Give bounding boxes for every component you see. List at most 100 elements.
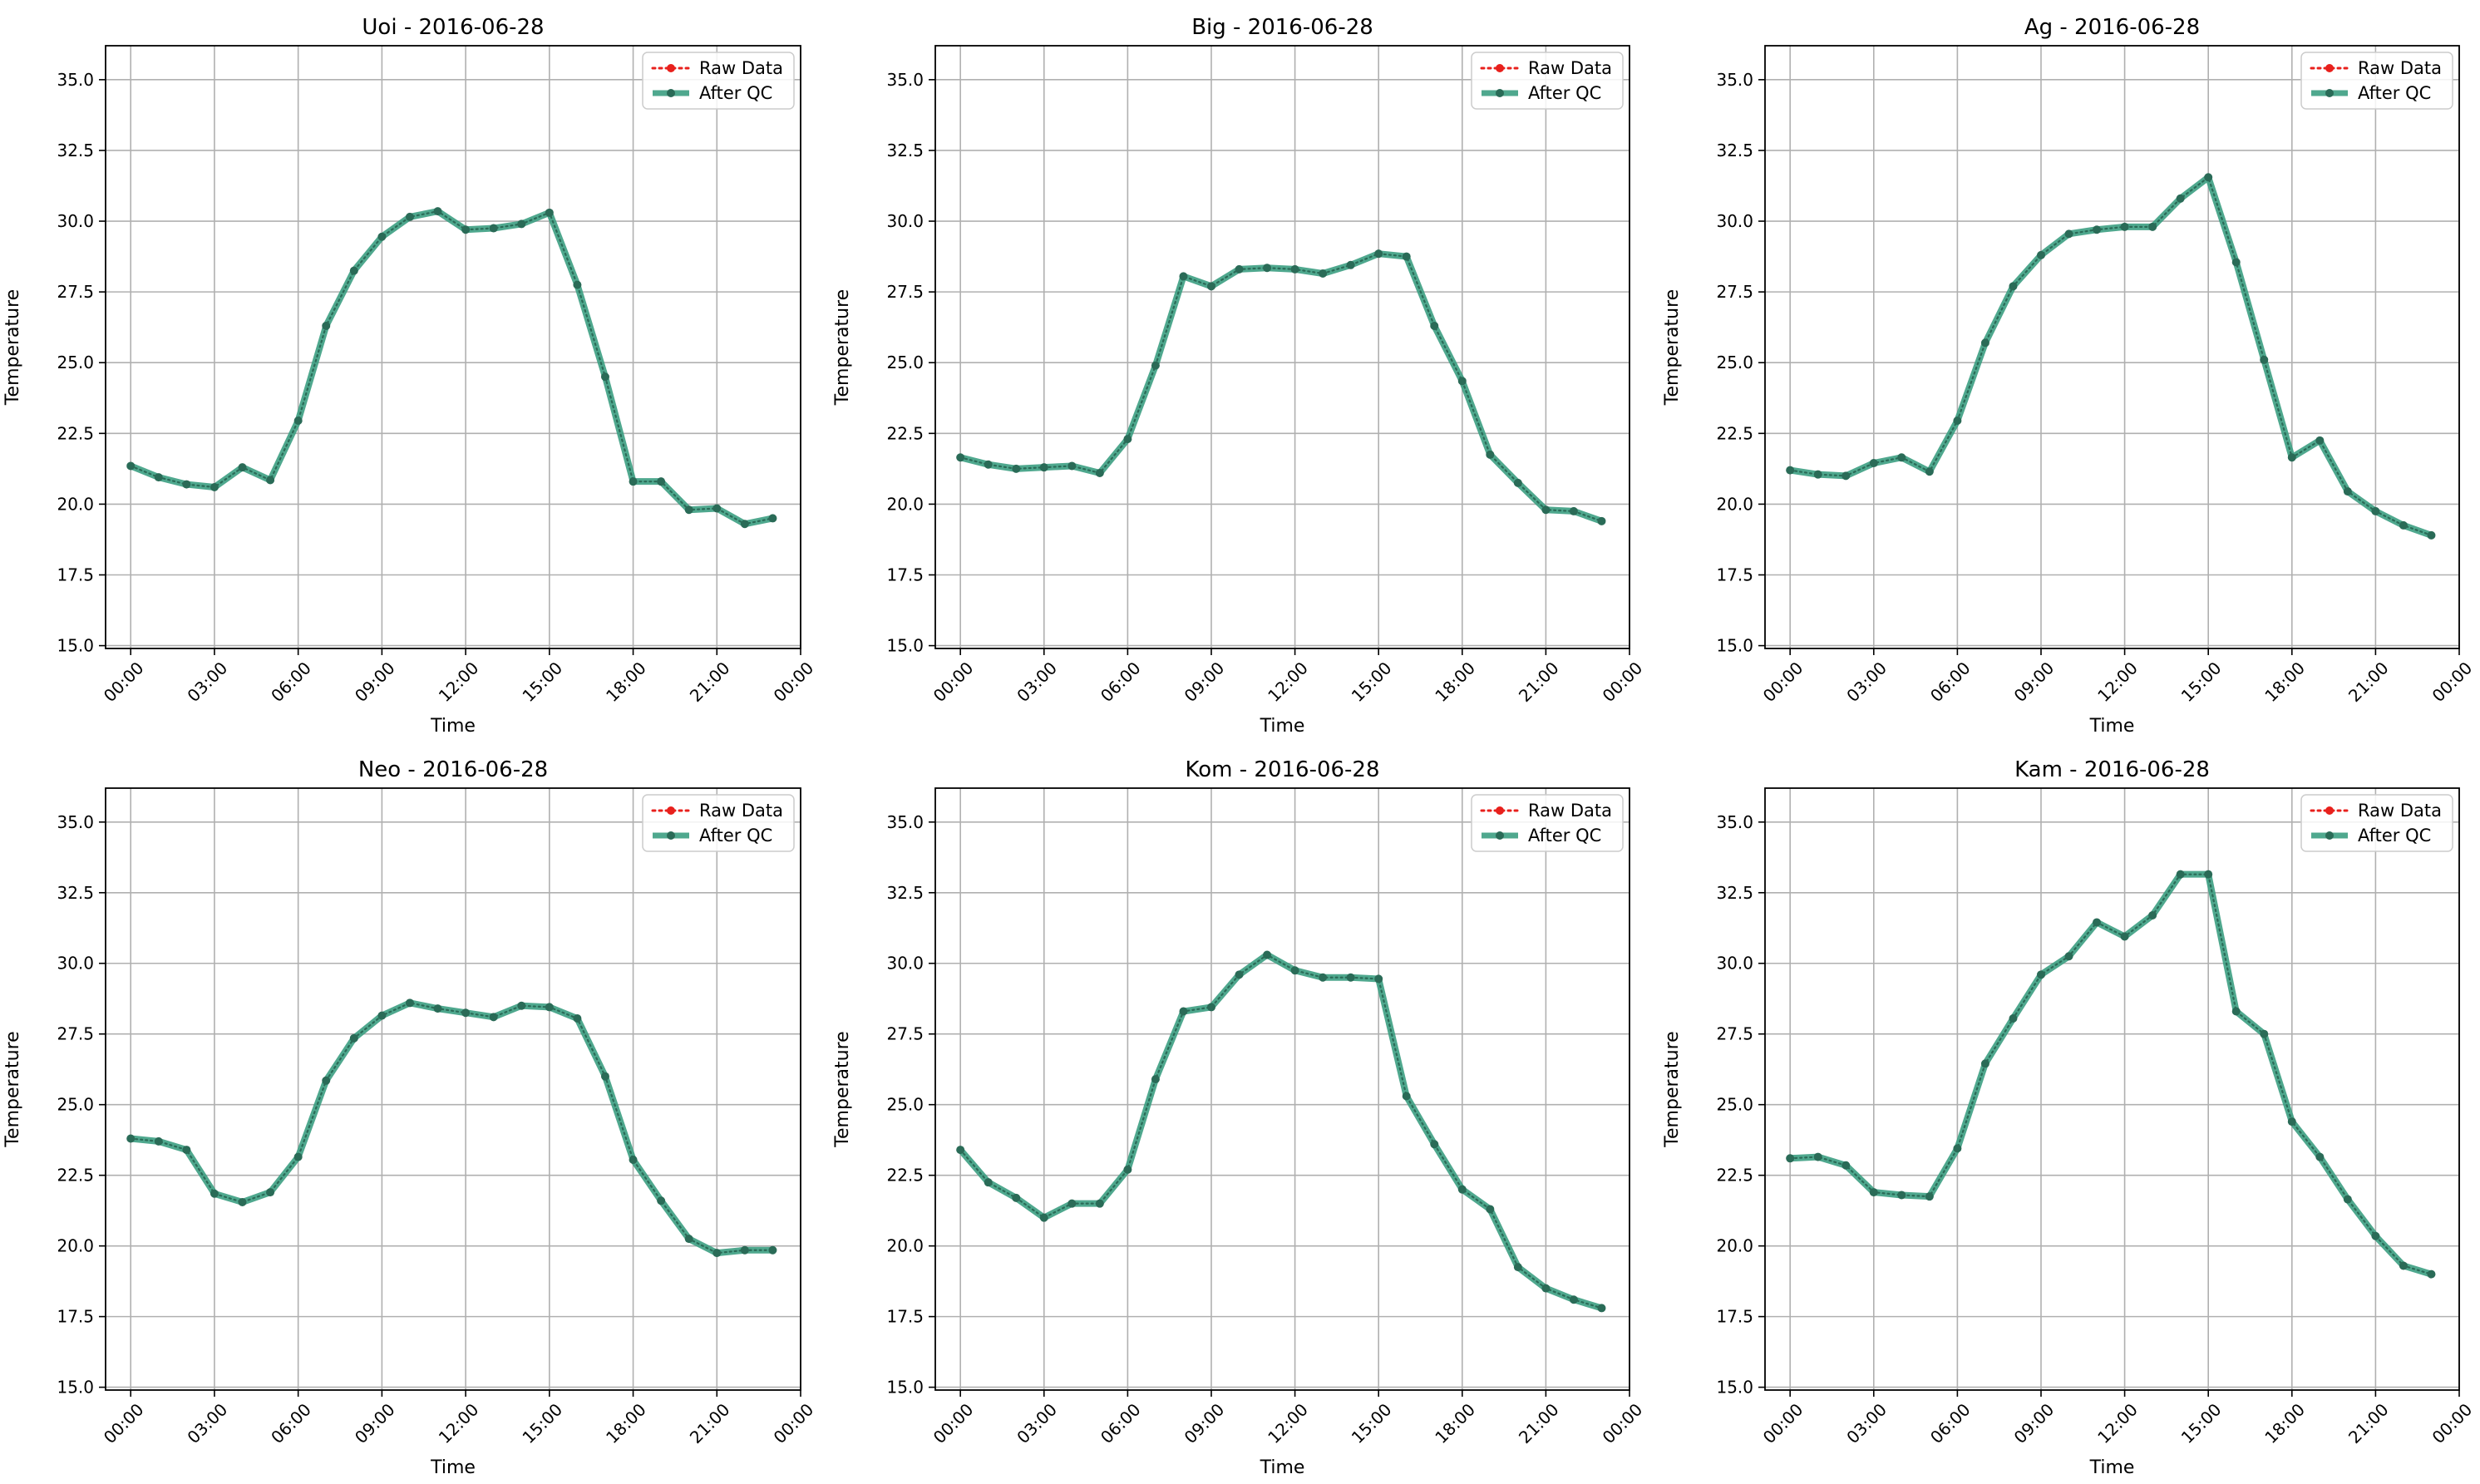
data-point-after-qc [182,1146,191,1155]
data-point-after-qc [1430,321,1439,330]
data-point-after-qc [2427,530,2436,540]
x-tick-label: 15:00 [518,1399,566,1447]
data-point-after-qc [2287,453,2296,462]
data-point-after-qc [2093,225,2102,234]
x-tick-label: 15:00 [1348,1399,1396,1447]
data-point-after-qc [1235,264,1244,274]
data-point-after-qc [293,1152,303,1161]
series-line-raw-data [130,210,774,525]
x-tick-label: 21:00 [2344,1399,2393,1447]
subplot-4: 00:00 03:00 06:00 09:00 12:00 15:00 18:00 21:00… [2,757,817,1478]
y-tick-label: 17.5 [1716,565,1753,585]
legend-label-after-qc: After QC [699,826,772,846]
data-point-after-qc [1067,1199,1077,1208]
x-tick-label: 00:00 [1599,1399,1647,1447]
y-tick-label: 30.0 [1716,954,1753,974]
data-point-after-qc [712,504,722,513]
data-point-after-qc [1869,1188,1878,1197]
data-point-after-qc [1842,471,1851,481]
axes-frame [1764,45,2460,649]
legend-marker-raw-data [2325,806,2334,815]
data-point-after-qc [2260,355,2269,364]
data-point-after-qc [2176,870,2185,879]
data-point-after-qc [2315,1152,2325,1161]
data-point-after-qc [1039,463,1048,472]
legend-label-after-qc: After QC [699,83,772,103]
data-point-after-qc [1012,464,1021,473]
x-tick-label: 21:00 [686,1399,734,1447]
x-tick-label: 12:00 [1264,1399,1312,1447]
data-point-after-qc [182,480,191,489]
data-point-after-qc [768,1245,777,1255]
legend-marker-raw-data [667,64,675,72]
data-point-after-qc [2204,870,2213,879]
data-point-after-qc [1813,470,1822,479]
y-tick-label: 17.5 [886,1307,924,1327]
x-tick-label: 21:00 [1515,658,1563,706]
data-point-after-qc [1095,468,1104,477]
data-point-after-qc [629,1155,638,1164]
data-point-after-qc [1039,1213,1048,1222]
data-point-after-qc [2120,222,2129,231]
legend: Raw Data After QC [642,52,795,110]
y-tick-label: 22.5 [1716,423,1753,443]
x-axis-label: Time [1260,1457,1305,1478]
y-tick-label: 27.5 [886,282,924,302]
y-tick-label: 32.5 [1716,883,1753,903]
data-point-after-qc [1513,478,1522,487]
data-point-after-qc [1430,1140,1439,1149]
data-point-after-qc [1897,1191,1906,1200]
subplot-1: 00:00 03:00 06:00 09:00 12:00 15:00 18:00 21:00… [2,15,817,737]
data-point-after-qc [1290,264,1299,274]
x-tick-label: 03:00 [183,658,231,706]
data-point-after-qc [154,1136,163,1146]
y-tick-label: 30.0 [886,211,924,231]
y-tick-label: 32.5 [886,883,924,903]
x-tick-label: 06:00 [1926,658,1975,706]
data-point-after-qc [2036,970,2045,979]
data-point-after-qc [1095,1199,1104,1208]
legend: Raw Data After QC [642,794,795,852]
x-axis-label: Time [430,716,476,737]
x-tick-label: 00:00 [1759,1399,1807,1447]
data-point-after-qc [349,266,358,275]
legend-label-after-qc: After QC [2358,83,2431,103]
x-tick-label: 00:00 [100,1399,148,1447]
series-line-raw-data [1789,175,2433,536]
y-tick-label: 32.5 [57,141,94,160]
x-tick-label: 12:00 [1264,658,1312,706]
legend-marker-after-qc [1496,831,1504,840]
data-point-after-qc [1179,1007,1188,1016]
y-tick-label: 32.5 [886,141,924,160]
data-point-after-qc [1980,338,1989,348]
data-point-after-qc [1319,269,1328,279]
y-tick-label: 27.5 [1716,282,1753,302]
y-tick-label: 27.5 [57,282,94,302]
data-point-after-qc [2009,282,2018,291]
data-point-after-qc [740,520,749,529]
x-tick-label: 03:00 [1013,1399,1061,1447]
y-tick-label: 35.0 [1716,70,1753,90]
data-point-after-qc [1235,970,1244,979]
data-point-after-qc [1374,974,1383,984]
y-tick-label: 17.5 [57,1307,94,1327]
y-tick-label: 17.5 [1716,1307,1753,1327]
legend-marker-after-qc [1496,89,1504,97]
series-line-raw-data [959,253,1603,522]
x-tick-label: 06:00 [1926,1399,1975,1447]
y-tick-label: 15.0 [57,636,94,656]
y-tick-label: 20.0 [1716,494,1753,514]
series-line-raw-data [959,954,1603,1309]
data-point-after-qc [322,321,331,330]
legend: Raw Data After QC [1471,52,1624,110]
data-point-after-qc [1263,950,1272,959]
x-tick-label: 00:00 [929,658,978,706]
y-axis-label: Temperature [1662,289,1683,406]
legend: Raw Data After QC [2300,794,2453,852]
data-point-after-qc [1786,466,1795,475]
data-point-after-qc [517,1001,526,1010]
data-point-after-qc [600,372,609,382]
y-axis-label: Temperature [1662,1031,1683,1147]
y-tick-label: 32.5 [57,883,94,903]
